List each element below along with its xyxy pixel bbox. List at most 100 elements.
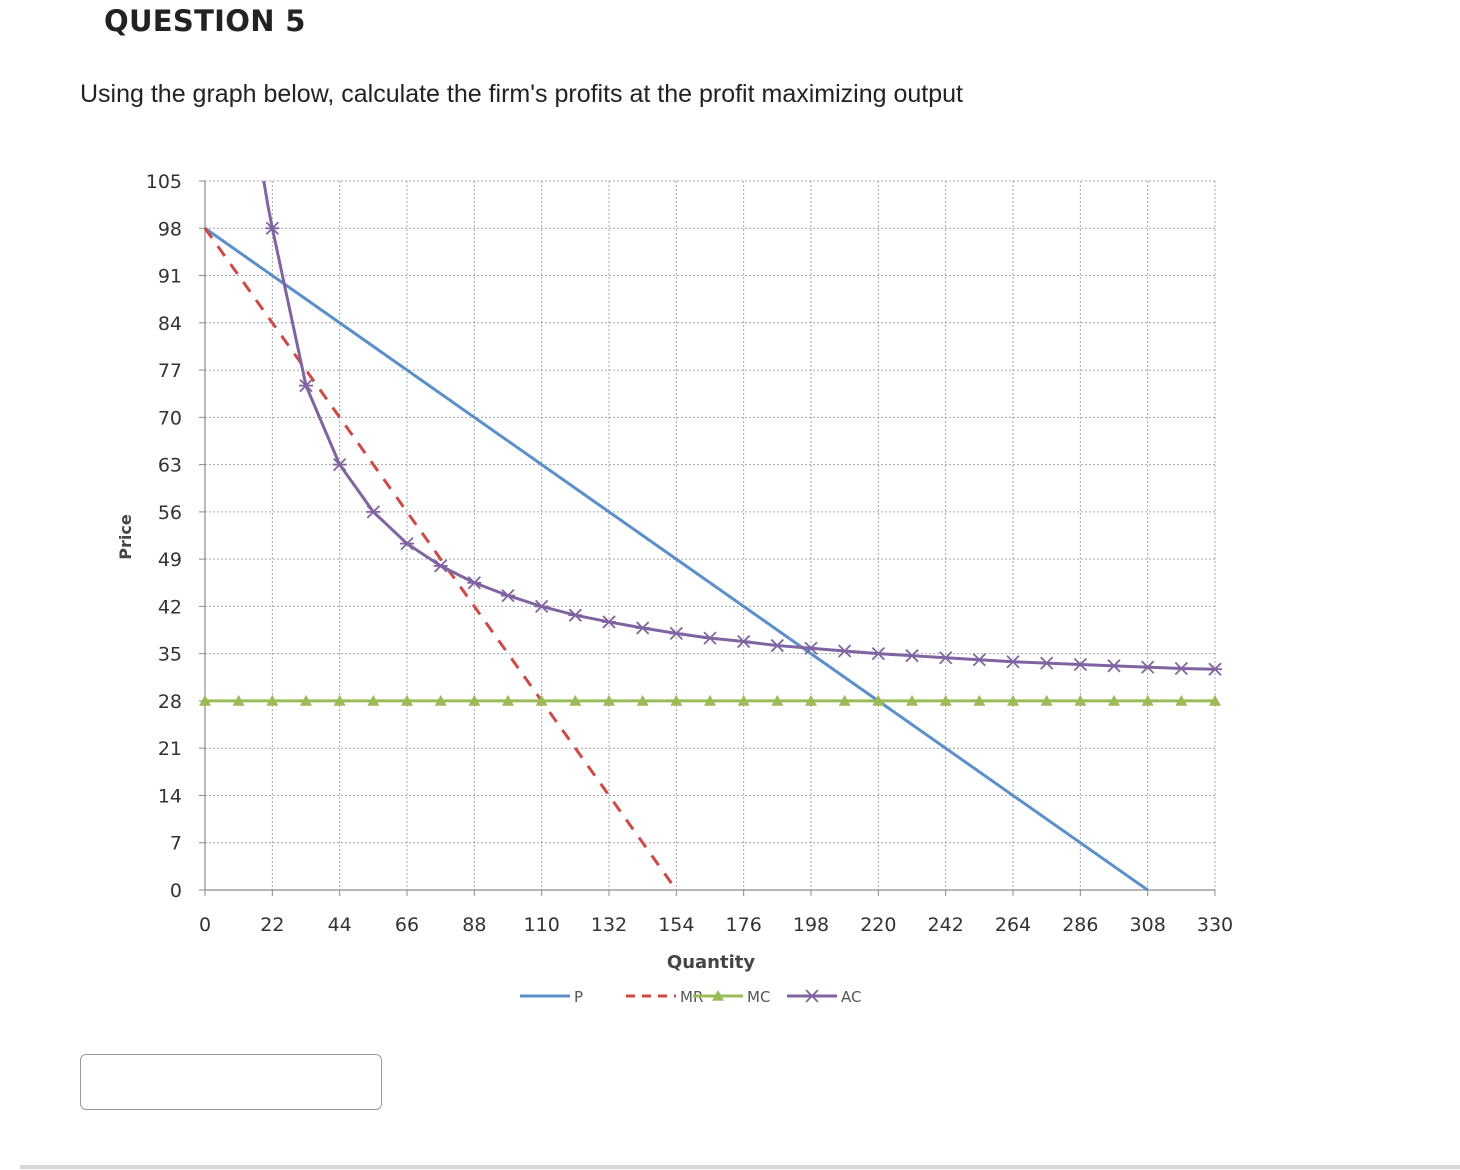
ac-marker: [938, 651, 953, 665]
y-tick-label: 98: [158, 218, 182, 240]
mc-marker: [973, 694, 986, 706]
y-tick-label: 42: [158, 596, 182, 618]
series-ac-line: [262, 180, 1216, 671]
mc-marker: [771, 694, 784, 706]
ac-marker: [534, 599, 549, 614]
y-tick-label: 105: [146, 171, 182, 193]
y-tick-label: 70: [158, 407, 182, 429]
ac-marker: [703, 631, 717, 645]
mc-marker: [712, 990, 724, 1001]
x-tick-label: 22: [260, 914, 284, 936]
mc-marker: [434, 694, 447, 706]
x-tick-label: 242: [928, 914, 964, 936]
mc-marker: [872, 694, 885, 706]
y-tick-label: 49: [158, 549, 182, 571]
ac-marker: [837, 644, 852, 658]
ac-marker: [1073, 657, 1088, 672]
x-tick-label: 220: [860, 914, 896, 936]
mc-marker: [300, 694, 312, 706]
mc-marker: [603, 694, 615, 706]
mc-marker: [670, 694, 683, 706]
mc-marker: [1074, 694, 1087, 706]
mc-marker: [636, 694, 649, 706]
mc-marker: [1141, 694, 1154, 706]
x-tick-label: 198: [793, 914, 829, 936]
mc-marker: [805, 694, 817, 706]
mc-marker: [939, 694, 952, 706]
mc-marker: [704, 694, 716, 706]
x-tick-label: 154: [658, 914, 694, 936]
mc-marker: [1108, 694, 1120, 706]
ac-marker: [299, 378, 313, 393]
y-tick-label: 0: [170, 880, 182, 902]
ac-marker: [467, 576, 482, 590]
ac-marker: [1174, 661, 1189, 676]
mc-marker: [737, 694, 750, 706]
mc-marker: [906, 694, 918, 706]
ac-marker: [400, 536, 414, 551]
ac-marker: [972, 653, 987, 667]
ac-marker: [805, 989, 819, 1003]
mc-marker: [468, 694, 481, 706]
x-tick-label: 264: [995, 914, 1031, 936]
ac-marker: [635, 621, 650, 635]
mc-marker: [535, 694, 548, 706]
ac-marker: [669, 626, 684, 641]
x-axis-label: Quantity: [667, 952, 755, 973]
ac-marker: [568, 608, 583, 622]
y-axis-label: Price: [116, 514, 135, 560]
chart-axes: 0 7 14 21 28 35 42 49 56 63 70 77 84 91 98 105 0 22 44 66 88…: [146, 171, 1233, 936]
profit-chart: 0 7 14 21 28 35 42 49 56 63 70 77 84 91 98 105 0 22 44 66 88…: [116, 171, 1233, 1006]
x-tick-label: 176: [726, 914, 762, 936]
ac-marker: [501, 588, 515, 603]
ac-marker: [1107, 659, 1121, 673]
y-tick-label: 35: [158, 644, 182, 666]
legend-label-ac: AC: [841, 988, 861, 1006]
ac-marker: [770, 638, 785, 653]
x-tick-label: 330: [1197, 914, 1233, 936]
question-title: QUESTION 5: [104, 4, 306, 38]
ac-marker: [366, 505, 381, 519]
mc-marker: [333, 694, 346, 706]
chart-series: [199, 180, 1222, 892]
legend-label-mc: MC: [747, 988, 770, 1006]
mc-marker: [1175, 694, 1188, 706]
ac-marker: [905, 649, 919, 663]
legend-item-ac: AC: [787, 988, 861, 1006]
mc-marker: [1007, 694, 1019, 706]
legend-item-mr: MR: [626, 988, 703, 1006]
x-tick-label: 286: [1062, 914, 1098, 936]
ac-marker: [602, 615, 616, 629]
series-p-line: [204, 227, 1149, 892]
legend-item-p: P: [520, 988, 583, 1006]
ac-marker: [1140, 660, 1155, 674]
mc-marker: [367, 694, 380, 706]
x-tick-label: 132: [591, 914, 627, 936]
mc-marker: [569, 694, 582, 706]
y-tick-label: 84: [158, 313, 182, 335]
x-tick-label: 308: [1130, 914, 1166, 936]
legend-label-p: P: [574, 988, 583, 1006]
chart-legend: P MR MC AC: [520, 988, 861, 1006]
x-tick-label: 44: [328, 914, 352, 936]
mc-marker: [401, 694, 413, 706]
series-mr-line: [203, 227, 678, 891]
bottom-divider: [20, 1165, 1460, 1169]
mc-marker: [838, 694, 851, 706]
x-tick-label: 88: [462, 914, 486, 936]
ac-marker: [332, 457, 347, 472]
ac-marker: [265, 221, 280, 235]
legend-label-mr: MR: [680, 988, 703, 1006]
chart-grid: [205, 180, 1216, 890]
y-tick-label: 56: [158, 502, 182, 524]
answer-input[interactable]: [80, 1054, 382, 1110]
question-text: Using the graph below, calculate the fir…: [80, 80, 963, 108]
x-tick-label: 110: [524, 914, 560, 936]
mc-marker: [232, 694, 245, 706]
x-tick-label: 66: [395, 914, 419, 936]
ac-marker: [1039, 656, 1054, 670]
y-tick-label: 7: [170, 833, 182, 855]
y-tick-label: 21: [158, 738, 182, 760]
mc-marker: [1209, 694, 1221, 706]
y-tick-label: 77: [158, 360, 182, 382]
